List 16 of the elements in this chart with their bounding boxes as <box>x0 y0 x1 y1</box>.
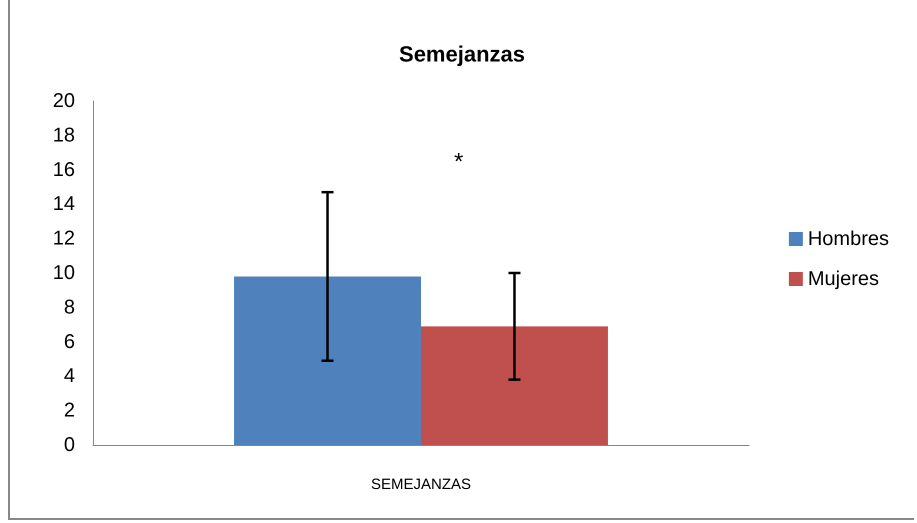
y-tick-label: 20 <box>52 90 75 112</box>
chart-title: Semejanzas <box>399 42 525 66</box>
y-tick-label: 4 <box>64 365 75 388</box>
legend-label: Hombres <box>808 228 890 250</box>
y-tick-label: 14 <box>52 193 75 216</box>
y-tick-label: 2 <box>64 400 75 422</box>
annotation: * <box>454 148 464 176</box>
y-tick-label: 18 <box>52 124 75 146</box>
y-tick-label: 8 <box>64 296 75 318</box>
x-tick-label: SEMEJANZAS <box>370 476 472 493</box>
y-tick-label: 0 <box>64 434 75 456</box>
legend-label: Mujeres <box>808 268 880 290</box>
y-tick-label: 12 <box>52 228 75 250</box>
y-tick-label: 6 <box>64 330 75 353</box>
y-tick-label: 16 <box>52 158 75 181</box>
y-tick-label: 10 <box>52 262 75 284</box>
